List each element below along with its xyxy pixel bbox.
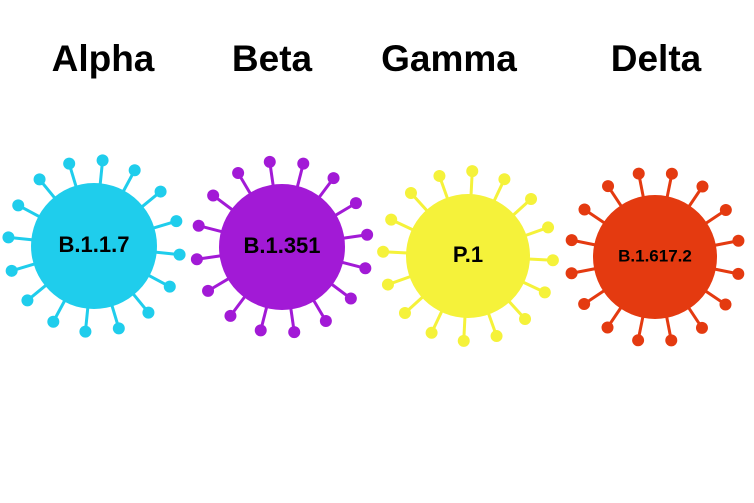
spike-tip <box>542 221 555 234</box>
spike-tip <box>79 325 92 338</box>
spike-tip <box>128 164 141 177</box>
spike-tip <box>381 278 394 291</box>
spike-tip <box>361 228 374 241</box>
spike-tip <box>2 231 15 244</box>
spike-tip <box>21 294 34 307</box>
spike-tip <box>665 334 678 347</box>
virus <box>190 155 374 339</box>
spike-tip <box>601 321 614 334</box>
spike-tip <box>224 309 237 322</box>
virus-body <box>219 184 345 310</box>
spike-tip <box>696 180 709 193</box>
spike-tip <box>202 284 215 297</box>
spike-tip <box>519 313 532 326</box>
lineage-label: P.1 <box>453 242 483 267</box>
spike-tip <box>142 306 155 319</box>
spike-tip <box>170 215 183 228</box>
virus-body <box>593 195 717 319</box>
spike-tip <box>732 267 745 280</box>
spike-tip <box>263 155 276 168</box>
spike-tip <box>425 326 438 339</box>
spike-tip <box>344 292 357 305</box>
spike-tip <box>385 213 398 226</box>
spike-tip <box>665 167 678 180</box>
spike-tip <box>433 169 446 182</box>
spike-tip <box>732 234 745 247</box>
spike-tip <box>154 185 167 198</box>
variant-name: Beta <box>232 38 313 79</box>
spike-tip <box>398 307 411 320</box>
spike-tip <box>163 280 176 293</box>
virus <box>377 165 559 347</box>
spike-tip <box>319 314 332 327</box>
spike-tip <box>192 219 205 232</box>
spike-tip <box>578 203 591 216</box>
lineage-label: B.1.351 <box>243 233 320 258</box>
lineage-label: B.1.1.7 <box>59 232 130 257</box>
spike-tip <box>498 173 511 186</box>
virus-body <box>31 183 157 309</box>
spike-tip <box>297 157 310 170</box>
spike-tip <box>578 297 591 310</box>
virus <box>565 167 745 347</box>
virus <box>2 154 186 338</box>
spike-tip <box>632 167 645 180</box>
spike-tip <box>525 192 538 205</box>
variant-name: Alpha <box>52 38 155 79</box>
variant-name: Gamma <box>381 38 517 79</box>
spike-tip <box>288 326 301 339</box>
spike-tip <box>33 173 46 186</box>
spike-tip <box>63 157 76 170</box>
spike-tip <box>719 204 732 217</box>
spike-tip <box>719 298 732 311</box>
spike-tip <box>232 167 245 180</box>
spike-tip <box>565 267 578 280</box>
spike-tip <box>12 199 25 212</box>
spike-tip <box>112 322 125 335</box>
spike-tip <box>546 254 559 267</box>
spike-tip <box>173 248 186 261</box>
spike-tip <box>404 186 417 199</box>
spike-tip <box>254 324 267 337</box>
variant-name: Delta <box>611 38 702 79</box>
spike-tip <box>457 334 470 347</box>
virus-body <box>406 194 530 318</box>
spike-tip <box>466 165 479 178</box>
spike-tip <box>377 245 390 258</box>
spike-tip <box>207 189 220 202</box>
spike-tip <box>190 253 203 266</box>
spike-tip <box>538 286 551 299</box>
spike-tip <box>565 234 578 247</box>
spike-tip <box>5 264 18 277</box>
spike-tip <box>632 334 645 347</box>
spike-tip <box>490 330 503 343</box>
lineage-label: B.1.617.2 <box>618 246 692 265</box>
spike-tip <box>349 197 362 210</box>
spike-tip <box>96 154 109 167</box>
spike-tip <box>47 315 60 328</box>
spike-tip <box>602 180 615 193</box>
spike-tip <box>695 321 708 334</box>
spike-tip <box>359 262 372 275</box>
spike-tip <box>327 172 340 185</box>
